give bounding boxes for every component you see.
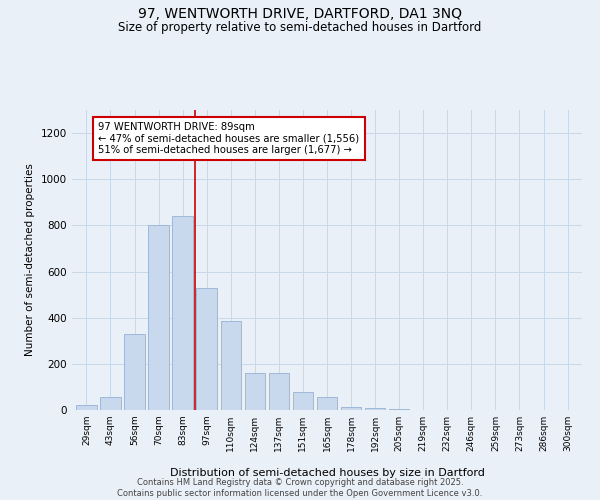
Bar — [148, 226, 169, 410]
Bar — [172, 216, 193, 410]
Bar — [100, 398, 121, 410]
Bar — [124, 334, 145, 410]
Bar — [365, 408, 385, 410]
Text: Size of property relative to semi-detached houses in Dartford: Size of property relative to semi-detach… — [118, 21, 482, 34]
Text: Distribution of semi-detached houses by size in Dartford: Distribution of semi-detached houses by … — [170, 468, 484, 477]
Bar — [76, 406, 97, 410]
Bar — [269, 373, 289, 410]
Bar — [389, 409, 409, 410]
Bar — [341, 406, 361, 410]
Text: Contains HM Land Registry data © Crown copyright and database right 2025.
Contai: Contains HM Land Registry data © Crown c… — [118, 478, 482, 498]
Text: 97, WENTWORTH DRIVE, DARTFORD, DA1 3NQ: 97, WENTWORTH DRIVE, DARTFORD, DA1 3NQ — [138, 8, 462, 22]
Y-axis label: Number of semi-detached properties: Number of semi-detached properties — [25, 164, 35, 356]
Bar — [293, 392, 313, 410]
Bar — [317, 398, 337, 410]
Text: 97 WENTWORTH DRIVE: 89sqm
← 47% of semi-detached houses are smaller (1,556)
51% : 97 WENTWORTH DRIVE: 89sqm ← 47% of semi-… — [98, 122, 359, 154]
Bar — [245, 373, 265, 410]
Bar — [221, 321, 241, 410]
Bar — [196, 288, 217, 410]
